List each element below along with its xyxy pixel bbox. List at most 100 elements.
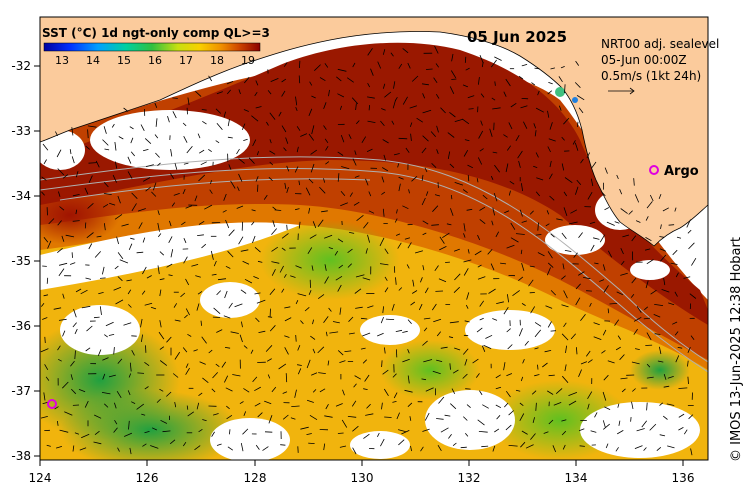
current-vector (157, 265, 160, 275)
current-vector (72, 220, 80, 222)
current-vector (339, 105, 342, 111)
current-vector (505, 424, 512, 431)
current-vector (546, 267, 551, 276)
current-vector (659, 248, 667, 252)
current-vector (492, 151, 498, 154)
current-vector (508, 445, 518, 447)
current-vector (285, 373, 288, 383)
current-vector (503, 306, 509, 315)
current-vector (478, 77, 480, 85)
current-vector (563, 290, 568, 299)
current-vector (521, 262, 525, 271)
current-vector (492, 445, 496, 452)
current-vector (620, 260, 625, 266)
current-vector (348, 134, 352, 139)
current-vector (242, 428, 249, 435)
current-vector (495, 374, 501, 379)
current-vector (229, 429, 231, 435)
current-vector (137, 208, 146, 212)
current-vector (537, 222, 539, 231)
current-vector (602, 391, 607, 401)
current-vector (159, 320, 162, 328)
current-vector (255, 176, 259, 182)
current-vector (477, 276, 486, 280)
current-vector (44, 364, 49, 371)
current-vector (58, 268, 65, 277)
current-vector (382, 83, 386, 89)
current-vector (54, 406, 59, 410)
current-vector (576, 347, 578, 355)
current-vector (477, 234, 481, 241)
current-vector (531, 390, 537, 395)
current-vector (271, 261, 280, 264)
current-vector (561, 333, 569, 341)
current-vector (561, 419, 567, 422)
current-vector (356, 120, 360, 125)
current-vector (440, 427, 449, 433)
current-vector (327, 360, 330, 366)
current-vector (183, 162, 189, 165)
current-vector (272, 220, 276, 227)
current-vector (573, 252, 578, 258)
current-vector (102, 373, 106, 380)
current-vector (480, 120, 483, 126)
current-vector (312, 221, 317, 229)
current-vector (340, 134, 345, 143)
current-vector (421, 378, 427, 381)
current-vector (348, 332, 355, 335)
current-vector (238, 158, 245, 164)
current-vector (381, 402, 383, 410)
current-vector (393, 392, 398, 399)
current-vector (407, 402, 413, 407)
current-vector (490, 59, 497, 68)
current-vector (185, 278, 190, 286)
current-vector (451, 78, 457, 80)
current-vector (421, 174, 424, 181)
current-vector (117, 358, 123, 364)
current-vector (102, 139, 109, 146)
current-vector (462, 189, 468, 194)
current-vector (72, 445, 75, 452)
current-vector (256, 151, 259, 156)
current-vector (683, 276, 691, 279)
current-vector (198, 220, 205, 225)
current-vector (281, 125, 287, 133)
current-vector (370, 68, 374, 76)
current-vector (274, 209, 282, 211)
current-vector (354, 150, 357, 156)
current-vector (321, 210, 328, 213)
current-vector (181, 221, 186, 226)
current-vector (226, 89, 232, 95)
current-vector (366, 403, 371, 409)
current-vector (280, 444, 286, 446)
current-vector (265, 345, 273, 352)
current-vector (662, 207, 669, 212)
current-vector (85, 277, 92, 280)
current-vector (409, 416, 412, 421)
current-vector (97, 349, 102, 356)
current-vector (508, 410, 514, 416)
current-vector (547, 110, 550, 118)
current-vector (88, 162, 97, 164)
current-vector (631, 361, 640, 365)
current-vector (254, 386, 261, 392)
current-vector (472, 358, 479, 364)
current-vector (328, 307, 332, 312)
current-vector (381, 360, 383, 368)
current-vector (342, 389, 345, 396)
current-vector (262, 446, 269, 451)
current-vector (279, 265, 284, 273)
current-vector (646, 201, 653, 209)
current-vector (364, 374, 370, 382)
current-vector (536, 177, 544, 181)
current-vector (352, 425, 359, 432)
current-vector (602, 329, 607, 336)
current-vector (599, 279, 605, 282)
current-vector (43, 236, 49, 243)
current-vector (421, 83, 429, 86)
current-vector (127, 171, 133, 179)
current-vector (518, 328, 523, 337)
current-vector (495, 404, 502, 409)
current-vector (308, 442, 315, 444)
current-vector (81, 433, 90, 439)
